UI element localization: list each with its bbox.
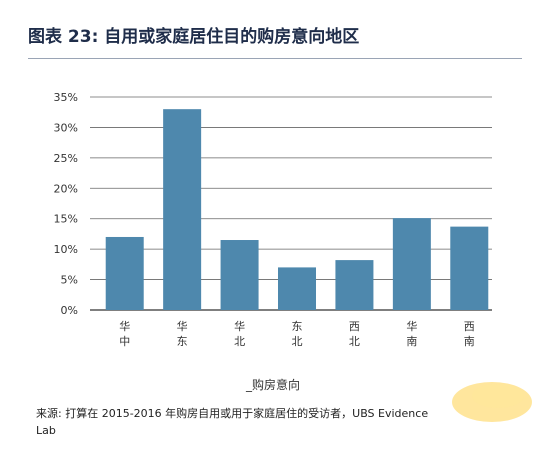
x-category-label: 东: [292, 320, 303, 333]
bar: [220, 240, 259, 310]
y-tick-label: 25%: [54, 152, 78, 165]
x-category-label: 华: [177, 319, 188, 333]
chart-title: 图表 23: 自用或家庭居住目的购房意向地区: [28, 27, 360, 47]
bars: [105, 109, 489, 311]
y-axis-ticks: 0% 5% 10% 15% 20% 25% 30% 35%: [54, 91, 78, 317]
bar: [392, 218, 431, 310]
y-tick-label: 0%: [61, 304, 78, 317]
bar: [335, 260, 374, 310]
x-category-label: 华: [119, 319, 130, 333]
bar: [278, 267, 316, 310]
x-category-label: 北: [234, 335, 245, 348]
x-axis-title: _购房意向: [245, 377, 300, 392]
y-tick-label: 10%: [54, 243, 78, 256]
source-line-2: Lab: [36, 424, 56, 437]
source-note: 来源: 打算在 2015-2016 年购房自用或用于家庭居住的受访者，UBS E…: [36, 405, 456, 439]
y-tick-label: 15%: [54, 213, 78, 226]
x-category-label: 华: [406, 319, 417, 333]
y-tick-label: 20%: [54, 182, 78, 195]
watermark-icon: [452, 382, 532, 422]
y-tick-label: 30%: [54, 121, 78, 134]
x-category-label: 北: [349, 335, 360, 348]
x-category-label: 中: [119, 335, 130, 348]
x-category-label: 东: [177, 335, 188, 348]
y-tick-label: 5%: [61, 274, 78, 287]
x-category-label: 北: [292, 335, 303, 348]
x-category-label: 南: [464, 335, 475, 348]
title-divider: [28, 58, 522, 59]
watermark-logo: [440, 372, 540, 436]
x-category-label: 华: [234, 319, 245, 333]
x-category-label: 南: [406, 335, 417, 348]
x-category-label: 西: [464, 320, 475, 333]
y-tick-label: 35%: [54, 91, 78, 104]
bar: [105, 236, 144, 310]
bar: [163, 109, 202, 311]
x-category-label: 西: [349, 320, 360, 333]
bar: [450, 226, 489, 310]
source-line-1: 来源: 打算在 2015-2016 年购房自用或用于家庭居住的受访者，UBS E…: [36, 407, 429, 420]
